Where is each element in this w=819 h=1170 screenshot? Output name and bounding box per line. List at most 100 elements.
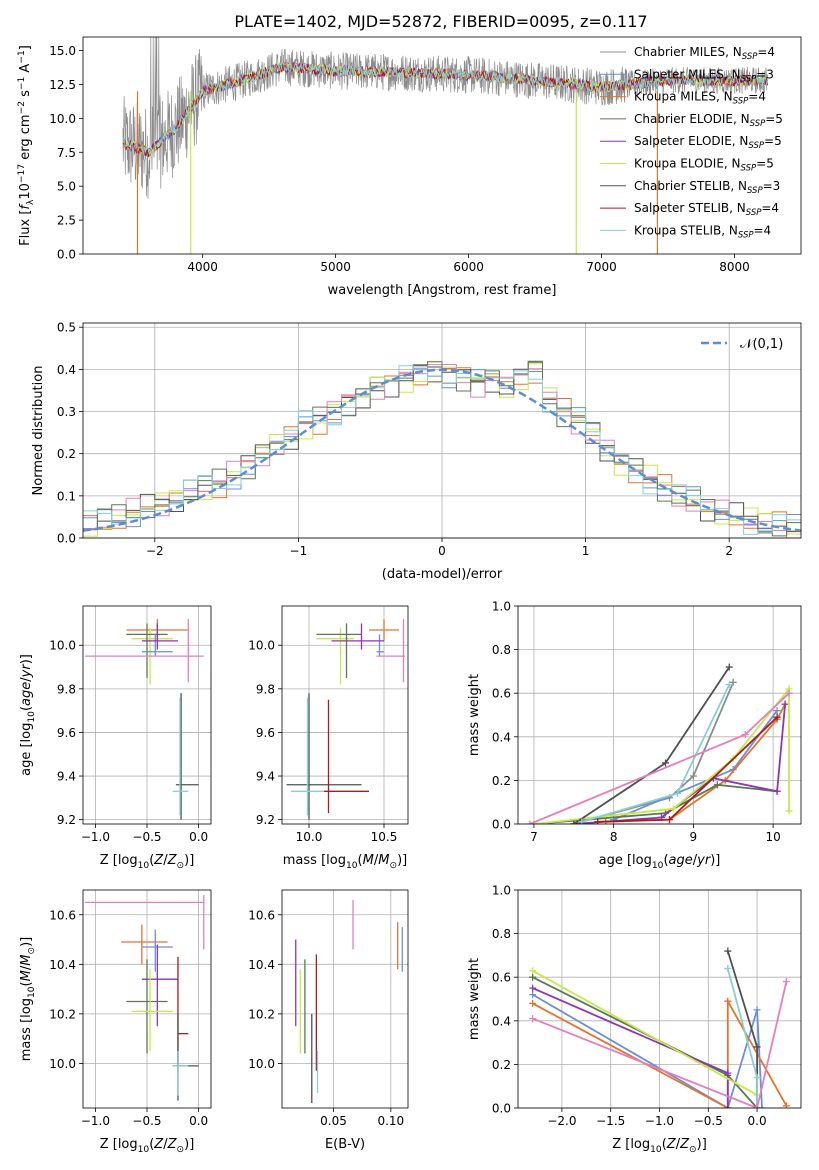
mass-weight-marker [753, 1104, 761, 1108]
y-tick-label: 0.6 [492, 687, 511, 701]
x-tick-label: 10.0 [296, 830, 323, 844]
mass-weight-marker [773, 707, 781, 715]
x-tick-label: 0.0 [189, 1114, 208, 1128]
y-axis-label: mass weight [467, 958, 482, 1040]
mass-weight-marker [529, 991, 537, 999]
y-tick-label: 0.4 [492, 1014, 511, 1028]
y-tick-label: 9.8 [256, 682, 275, 696]
mass-weight-marker [689, 772, 697, 780]
y-tick-label: 7.5 [57, 146, 76, 160]
y-tick-label: 9.2 [57, 813, 76, 827]
y-tick-label: 0.0 [492, 818, 511, 832]
mass-weight-marker [753, 1043, 761, 1051]
y-tick-label: 0.0 [57, 248, 76, 262]
x-tick-label: 0.10 [377, 1114, 404, 1128]
mass-weight-line [532, 976, 758, 1108]
x-tick-label: −0.5 [694, 1114, 723, 1128]
mass-weight-marker [578, 818, 586, 824]
y-tick-label: 0.1 [57, 489, 76, 503]
x-tick-label: 1 [582, 544, 590, 558]
y-tick-label: 10.0 [49, 1057, 76, 1071]
plot-area [526, 663, 793, 824]
axes-mass_vs_Z: −1.0 −0.5 0.0 10.0 10.2 10.4 10.6 Z [log10(Z/Z⊙… [19, 889, 212, 1155]
mass-weight-marker [526, 820, 534, 824]
mass-weight-marker [529, 973, 537, 981]
mass-weight-line [529, 692, 790, 824]
axes-mass_vs_EBV: 0.05 0.10 10.0 10.2 10.4 10.6 E(B-V) [248, 889, 409, 1152]
histogram-step-line [83, 360, 801, 537]
axes-residual_hist: −2 −1 0 1 2 0.0 0.1 0.2 0.3 0.4 0.5 𝒩(0,1) (data-mod… [31, 321, 802, 582]
y-tick-label: 9.8 [57, 682, 76, 696]
figure-title: PLATE=1402, MJD=52872, FIBERID=0095, z=0… [234, 12, 647, 31]
mass-weight-marker [713, 781, 721, 789]
y-tick-label: 0.0 [492, 1102, 511, 1116]
plot-area [122, 37, 768, 254]
legend-label: Chabrier STELIB, NSSP=3 [634, 179, 780, 196]
y-tick-label: 0.8 [492, 643, 511, 657]
mass-weight-marker [773, 713, 781, 721]
legend-label: Salpeter ELODIE, NSSP=5 [634, 134, 782, 151]
x-tick-label: −2 [146, 544, 164, 558]
plot-area [295, 899, 403, 1104]
y-axis-label: Flux [fλ10−17 erg cm−2 s−1 A−1] [17, 45, 36, 246]
axes-spectrum: 4000 5000 6000 7000 8000 0.0 2.5 5.0 7.5 10.0 12.5… [17, 36, 802, 298]
y-tick-label: 12.5 [49, 78, 76, 92]
plot-area [286, 619, 405, 820]
mass-weight-marker [661, 759, 669, 767]
x-tick-label: −1.0 [81, 830, 110, 844]
x-tick-label: −1 [290, 544, 308, 558]
x-tick-label: 2 [725, 544, 733, 558]
mass-weight-marker [669, 805, 677, 813]
plot-area [83, 360, 801, 538]
x-tick-label: −2.0 [547, 1114, 576, 1128]
mass-weight-marker [753, 1006, 761, 1014]
legend-label: Salpeter MILES, NSSP=3 [634, 67, 774, 84]
y-tick-label: 0.3 [57, 405, 76, 419]
y-tick-label: 9.4 [256, 770, 275, 784]
y-tick-label: 9.2 [256, 813, 275, 827]
y-tick-label: 0.8 [492, 927, 511, 941]
axes-massweight_vs_age: 7 8 9 10 0.0 0.2 0.4 0.6 0.8 1.0 age [log10(age/yr… [467, 600, 802, 871]
y-axis-label: mass weight [467, 674, 482, 756]
x-tick-label: 9 [690, 830, 698, 844]
legend-label: Kroupa ELODIE, NSSP=5 [634, 157, 774, 174]
spectrum-model-line [122, 60, 768, 155]
x-tick-label: −1.5 [596, 1114, 625, 1128]
y-tick-label: 9.6 [57, 726, 76, 740]
x-tick-label: −0.5 [132, 1114, 161, 1128]
y-tick-label: 5.0 [57, 180, 76, 194]
x-tick-label: 0 [438, 544, 446, 558]
y-tick-label: 10.2 [49, 1007, 76, 1021]
x-tick-label: −1.0 [81, 1114, 110, 1128]
mass-weight-marker [785, 689, 793, 697]
mass-weight-marker [785, 807, 793, 815]
mass-weight-marker [753, 1073, 761, 1081]
y-tick-label: 2.5 [57, 214, 76, 228]
y-tick-label: 0.2 [492, 774, 511, 788]
mass-weight-marker [594, 818, 602, 824]
mass-weight-line [532, 969, 758, 1096]
x-tick-label: 8000 [719, 260, 750, 274]
mass-weight-marker [729, 678, 737, 686]
mass-weight-marker [665, 816, 673, 824]
x-axis-label: E(B-V) [325, 1137, 365, 1152]
axes-frame [517, 605, 802, 825]
mass-weight-marker [529, 984, 537, 992]
x-tick-label: 5000 [320, 260, 351, 274]
y-axis-label: age [log10(age/yr)] [19, 654, 37, 776]
x-tick-label: 10 [765, 830, 780, 844]
mass-weight-marker [724, 964, 732, 972]
mass-weight-marker [724, 1104, 732, 1108]
mass-weight-marker [724, 997, 732, 1005]
legend-label: Kroupa MILES, NSSP=4 [634, 90, 766, 107]
x-tick-label: 10.5 [371, 830, 398, 844]
plot-area [85, 894, 205, 1101]
mass-weight-marker [725, 680, 733, 688]
y-tick-label: 10.6 [49, 908, 76, 922]
x-tick-label: 8 [610, 830, 618, 844]
x-tick-label: −0.5 [132, 830, 161, 844]
mass-weight-line [533, 686, 790, 824]
mass-weight-marker [773, 787, 781, 795]
y-tick-label: 0.5 [57, 321, 76, 335]
